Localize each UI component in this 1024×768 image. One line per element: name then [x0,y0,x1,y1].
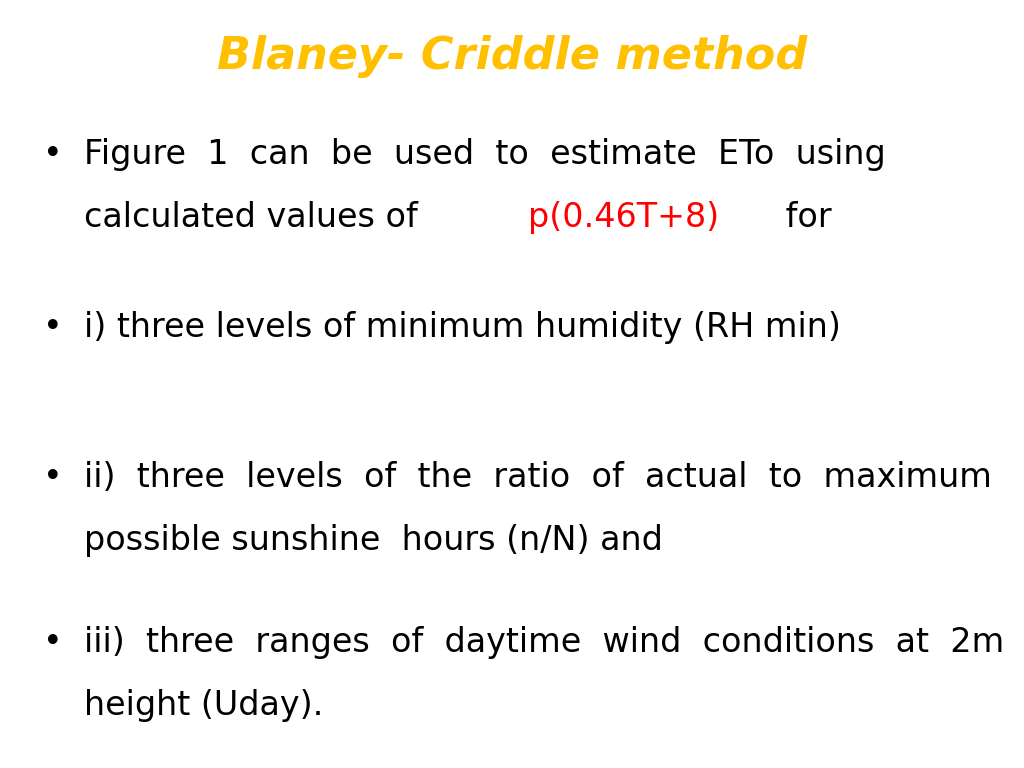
Text: possible sunshine  hours (n/N) and: possible sunshine hours (n/N) and [84,524,663,557]
Text: •: • [43,626,62,659]
Text: •: • [43,461,62,494]
Text: calculated values of: calculated values of [84,201,428,234]
Text: p(0.46T+8): p(0.46T+8) [528,201,720,234]
Text: height (Uday).: height (Uday). [84,689,324,722]
Text: •: • [43,311,62,344]
Text: i) three levels of minimum humidity (RH min): i) three levels of minimum humidity (RH … [84,311,841,344]
Text: •: • [43,138,62,171]
Text: Blaney- Criddle method: Blaney- Criddle method [217,35,807,78]
Text: ii)  three  levels  of  the  ratio  of  actual  to  maximum: ii) three levels of the ratio of actual … [84,461,992,494]
Text: Figure  1  can  be  used  to  estimate  ETo  using: Figure 1 can be used to estimate ETo usi… [84,138,886,171]
Text: iii)  three  ranges  of  daytime  wind  conditions  at  2m: iii) three ranges of daytime wind condit… [84,626,1005,659]
Text: for: for [775,201,831,234]
